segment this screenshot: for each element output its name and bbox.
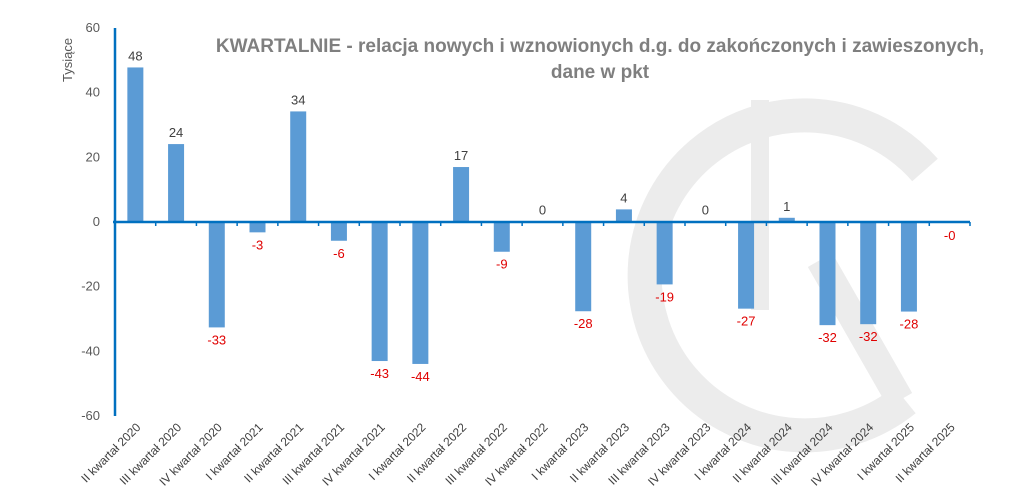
data-label: -28 [900,317,919,332]
bar [412,222,429,364]
data-label: -0 [944,228,956,243]
data-label: -27 [737,314,756,329]
x-tick-marks [114,222,971,226]
data-label: 24 [169,125,183,140]
y-tick-labels: 60 40 20 0 -20 -40 -60 [81,20,100,423]
chart-title: KWARTALNIE - relacja nowych i wznowionyc… [216,36,984,83]
data-label: -43 [370,366,389,381]
bar [778,217,795,222]
bar [453,167,470,222]
bar [860,222,877,325]
y-axis-label: Tysiące [60,38,75,82]
y-tick-label: -40 [81,343,100,358]
chart-title-line2: dane w pkt [551,62,650,83]
data-label: 0 [539,202,546,217]
chart-title-line1: KWARTALNIE - relacja nowych i wznowionyc… [216,36,984,57]
data-label: -3 [252,237,264,252]
bar [168,144,185,222]
data-label: -9 [496,257,508,272]
data-label: 4 [620,190,627,205]
bar [208,222,225,328]
bar [656,222,673,285]
y-tick-label: -20 [81,279,100,294]
data-label: -19 [655,289,674,304]
data-label: -6 [333,246,345,261]
bar [615,209,632,222]
bar [371,222,388,362]
y-tick-label: 40 [86,85,100,100]
y-tick-label: -60 [81,408,100,423]
bar [330,222,347,241]
data-label: 34 [291,92,305,107]
data-label: 1 [783,199,790,214]
data-label: -32 [859,329,878,344]
data-label: -32 [818,330,837,345]
data-label: -44 [411,369,430,384]
data-label: -33 [207,332,226,347]
bar [493,222,510,252]
bar [819,222,836,326]
data-label: 48 [128,48,142,63]
data-labels: 48 24 -33 -3 34 -6 -43 -44 17 -9 0 -28 4 -19 0 -27 1 -32 -… [128,48,955,383]
y-tick-label: 60 [86,20,100,35]
data-label: 17 [454,148,468,163]
bar [738,222,755,309]
watermark-logo [627,98,938,453]
bar [290,111,307,222]
bar [249,222,266,233]
y-tick-label: 20 [86,149,100,164]
bar [127,67,144,223]
data-label: 0 [702,202,709,217]
bar [900,222,917,312]
data-label: -28 [574,316,593,331]
y-tick-label: 0 [93,214,100,229]
bars [127,67,958,364]
bar [575,222,592,312]
